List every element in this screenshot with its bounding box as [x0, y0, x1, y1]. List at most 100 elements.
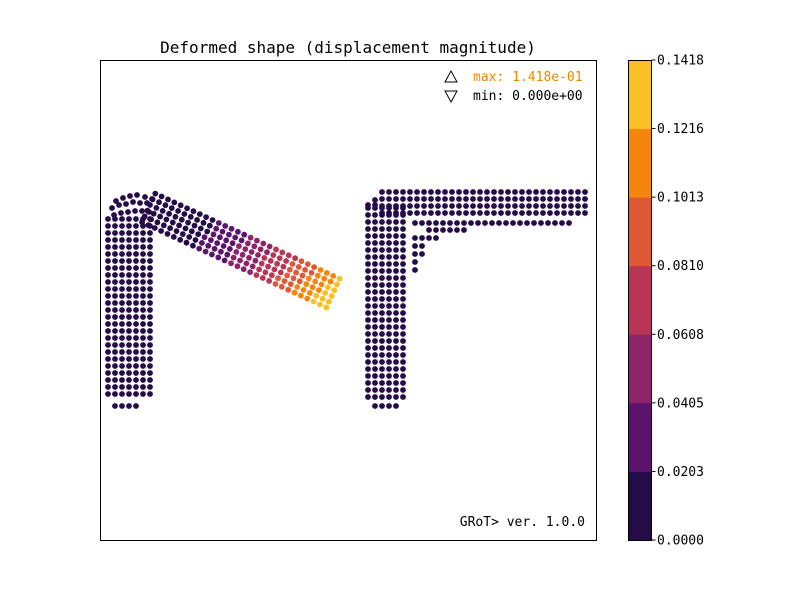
scatter-point — [228, 225, 235, 232]
scatter-point — [140, 286, 146, 292]
scatter-point — [210, 231, 217, 238]
scatter-point — [426, 235, 432, 241]
scatter-point — [126, 342, 132, 348]
scatter-point — [505, 189, 511, 195]
scatter-point — [217, 234, 223, 241]
scatter-point — [379, 303, 385, 309]
scatter-point — [118, 210, 124, 216]
scatter-point — [419, 235, 425, 241]
scatter-point — [426, 227, 432, 233]
scatter-point — [147, 286, 153, 292]
scatter-point — [547, 189, 553, 195]
scatter-point — [158, 228, 165, 234]
triangle-down-icon — [444, 90, 458, 104]
scatter-point — [365, 359, 371, 365]
scatter-point — [182, 225, 189, 232]
scatter-point — [252, 257, 259, 264]
scatter-point — [147, 363, 153, 369]
scatter-point — [105, 307, 111, 313]
scatter-point — [285, 252, 292, 259]
scatter-point — [175, 208, 182, 214]
scatter-point — [365, 317, 371, 323]
scatter-point — [105, 272, 111, 278]
scatter-point — [171, 199, 178, 206]
scatter-point — [304, 261, 311, 267]
scatter-point — [278, 283, 285, 290]
scatter-point — [575, 203, 581, 209]
scatter-point — [277, 269, 284, 276]
scatter-point — [470, 210, 476, 216]
scatter-point — [292, 255, 298, 262]
scatter-point — [386, 380, 392, 386]
scatter-point — [153, 205, 160, 211]
scatter-point — [126, 307, 132, 313]
scatter-point — [197, 225, 204, 232]
scatter-point — [105, 363, 111, 369]
scatter-point — [214, 240, 221, 247]
scatter-point — [126, 251, 132, 257]
scatter-point — [463, 203, 469, 209]
scatter-point — [379, 247, 385, 253]
scatter-point — [372, 240, 378, 246]
scatter-point — [519, 203, 525, 209]
scatter-point — [433, 227, 439, 233]
scatter-point — [105, 300, 111, 306]
scatter-point — [412, 251, 418, 257]
scatter-point — [119, 403, 125, 409]
scatter-point — [386, 324, 392, 330]
scatter-point — [276, 255, 283, 261]
scatter-point — [379, 373, 385, 379]
scatter-point — [251, 243, 258, 250]
scatter-point — [140, 314, 146, 320]
scatter-point — [126, 356, 132, 362]
scatter-point — [163, 216, 170, 223]
scatter-point — [386, 331, 392, 337]
scatter-point — [582, 203, 588, 209]
scatter-point — [512, 196, 518, 202]
scatter-point — [547, 196, 553, 202]
scatter-point — [393, 247, 399, 253]
scatter-point — [393, 261, 399, 267]
scatter-point — [133, 335, 139, 341]
scatter-point — [132, 208, 138, 214]
scatter-point — [105, 230, 111, 236]
scatter-point — [325, 284, 331, 291]
scatter-point — [372, 226, 378, 232]
scatter-point — [112, 384, 118, 390]
scatter-point — [365, 254, 371, 260]
scatter-point — [393, 254, 399, 260]
scatter-point — [540, 189, 546, 195]
scatter-point — [456, 189, 462, 195]
scatter-point — [112, 279, 118, 285]
scatter-point — [194, 217, 201, 223]
scatter-point — [393, 331, 399, 337]
scatter-point — [456, 196, 462, 202]
scatter-point — [372, 247, 378, 253]
scatter-point — [386, 219, 392, 225]
scatter-point — [133, 251, 139, 257]
scatter-point — [126, 314, 132, 320]
scatter-point — [147, 237, 153, 243]
scatter-point — [400, 233, 406, 239]
scatter-point — [112, 349, 118, 355]
scatter-point — [119, 258, 125, 264]
scatter-point — [400, 268, 406, 274]
scatter-point — [379, 261, 385, 267]
scatter-point — [112, 328, 118, 334]
scatter-point — [575, 189, 581, 195]
scatter-point — [147, 251, 153, 257]
scatter-point — [109, 205, 115, 211]
scatter-point — [379, 196, 385, 202]
scatter-point — [119, 216, 125, 222]
scatter-point — [126, 258, 132, 264]
scatter-point — [386, 338, 392, 344]
scatter-point — [470, 189, 476, 195]
scatter-point — [463, 189, 469, 195]
scatter-point — [393, 373, 399, 379]
scatter-point — [575, 210, 581, 216]
scatter-point — [112, 300, 118, 306]
colorbar-segment — [628, 128, 651, 198]
scatter-point — [554, 203, 560, 209]
scatter-point — [227, 246, 233, 252]
scatter-point — [147, 391, 153, 397]
